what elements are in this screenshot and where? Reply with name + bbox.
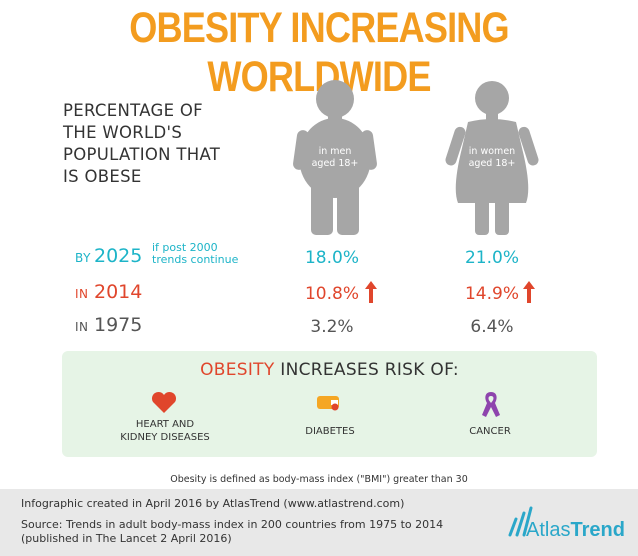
row-2014-year: 2014 xyxy=(94,281,143,303)
female-figure-icon xyxy=(445,81,539,235)
women-2014-value: 14.9% xyxy=(464,284,519,304)
section-heading: PERCENTAGE OF THE WORLD'S POPULATION THA… xyxy=(63,101,221,186)
women-figure-label: in women aged 18+ xyxy=(468,146,516,169)
footer-credit: Infographic created in April 2016 by Atl… xyxy=(21,497,405,510)
page-title: OBESITY INCREASING WORLDWIDE xyxy=(129,4,509,101)
logo-text-trend: Trend xyxy=(570,519,625,541)
row-2025-note: if post 2000 trends continue xyxy=(152,241,239,266)
men-increase-arrow-icon xyxy=(365,281,377,303)
atlastrend-logo-text: AtlasTrend xyxy=(526,519,625,542)
risk-cancer-label: CANCER xyxy=(469,426,511,437)
risk-heart-label: HEART AND KIDNEY DISEASES xyxy=(120,419,210,443)
bmi-definition-note: Obesity is defined as body-mass index ("… xyxy=(170,474,468,485)
men-2014-value: 10.8% xyxy=(304,284,359,304)
logo-text-atlas: Atlas xyxy=(526,519,571,541)
risk-title-rest: INCREASES RISK OF: xyxy=(274,360,459,380)
women-increase-arrow-icon xyxy=(523,281,535,303)
male-figure-icon xyxy=(293,80,377,235)
footer-source-line1: Source: Trends in adult body-mass index … xyxy=(21,518,444,531)
men-1975-value: 3.2% xyxy=(310,317,354,337)
women-1975-value: 6.4% xyxy=(470,317,514,337)
men-2025-value: 18.0% xyxy=(304,248,359,268)
men-figure-label: in men aged 18+ xyxy=(311,146,359,169)
row-2025-year: 2025 xyxy=(94,245,143,267)
row-2025-prefix: BY xyxy=(75,251,91,265)
atlastrend-logo-icon xyxy=(508,506,533,537)
heart-icon xyxy=(151,391,177,413)
risk-diabetes-label: DIABETES xyxy=(305,426,355,437)
awareness-ribbon-icon xyxy=(482,392,500,417)
syringe-icon xyxy=(317,396,339,411)
footer-source-line2: (published in The Lancet 2 April 2016) xyxy=(21,532,232,545)
row-1975-year: 1975 xyxy=(94,314,143,336)
risk-title-highlight: OBESITY xyxy=(200,360,275,380)
women-2025-value: 21.0% xyxy=(464,248,519,268)
row-1975-prefix: IN xyxy=(75,320,89,334)
footer xyxy=(0,489,638,556)
row-2014-prefix: IN xyxy=(75,287,89,301)
risk-title: OBESITY INCREASES RISK OF: xyxy=(62,360,597,380)
